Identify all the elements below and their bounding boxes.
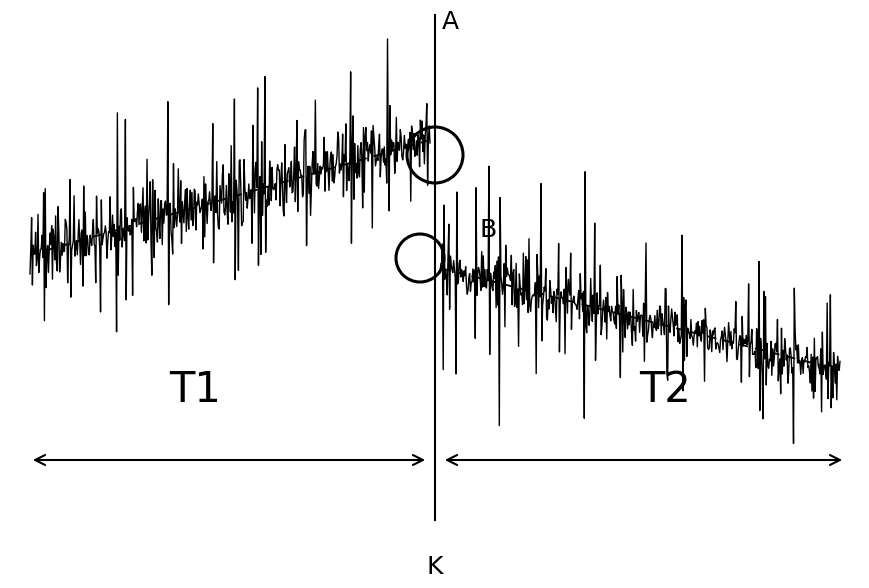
- Text: A: A: [441, 10, 459, 34]
- Text: T1: T1: [169, 369, 221, 411]
- Text: B: B: [480, 218, 497, 242]
- Text: K: K: [427, 555, 442, 579]
- Text: T2: T2: [639, 369, 690, 411]
